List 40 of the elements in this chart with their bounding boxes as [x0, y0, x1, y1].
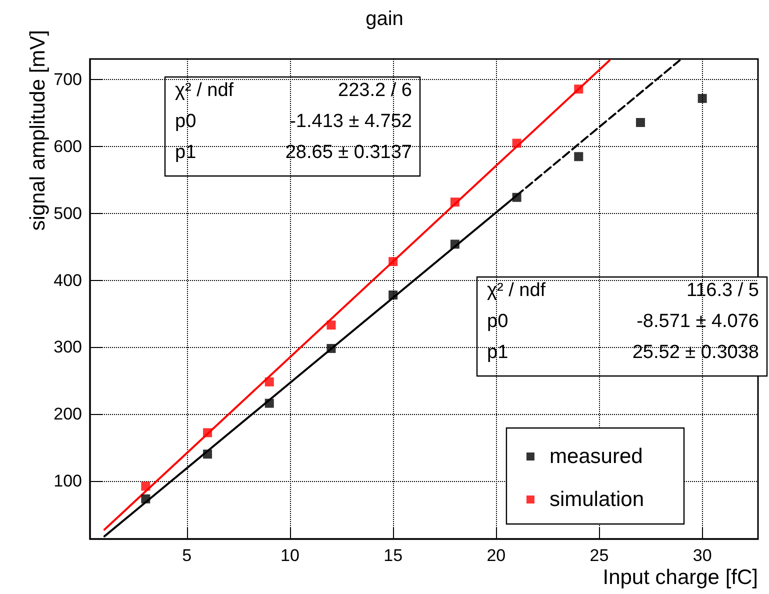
point [203, 450, 212, 459]
text: p1 25.52 ± 0.3038 [487, 342, 759, 363]
y-axis-title: signal amplitude [mV] [26, 30, 50, 231]
point [512, 138, 522, 148]
x-tick-label: 30 [692, 546, 712, 565]
y-tick-label: 500 [54, 204, 82, 223]
text: p0 -8.571 ± 4.076 [487, 311, 759, 332]
point [636, 118, 645, 128]
text: χ² / ndf 116.3 / 5 [487, 280, 759, 301]
point [326, 320, 336, 330]
y-tick-label: 200 [54, 404, 82, 424]
point [388, 290, 398, 300]
legend-label: simulation [549, 488, 644, 511]
x-tick-label: 5 [182, 546, 192, 565]
point [203, 428, 212, 438]
x-tick-label: 15 [384, 546, 403, 565]
point [450, 240, 460, 249]
point [450, 198, 460, 207]
x-axis-title: Input charge [fC] [602, 566, 758, 589]
x-tick-label: 25 [590, 546, 609, 565]
y-tick-label: 600 [54, 137, 82, 156]
x-tick-label: 10 [280, 546, 300, 565]
y-tick-label: 300 [54, 338, 82, 357]
point [574, 152, 584, 162]
chart-title: gain [366, 8, 404, 30]
point [512, 192, 522, 202]
point [574, 84, 584, 94]
point [264, 377, 274, 386]
x-tick-label: 20 [486, 546, 506, 565]
y-tick-label: 700 [54, 70, 82, 90]
y-tick-label: 400 [54, 270, 82, 290]
point [141, 482, 150, 491]
point [698, 94, 707, 103]
y-tick-label: 100 [54, 471, 82, 490]
legend-label: measured [549, 445, 643, 468]
text: p0 -1.413 ± 4.752 [175, 111, 412, 132]
point [141, 494, 150, 504]
point [388, 257, 398, 266]
point [326, 344, 336, 353]
point [264, 398, 274, 408]
